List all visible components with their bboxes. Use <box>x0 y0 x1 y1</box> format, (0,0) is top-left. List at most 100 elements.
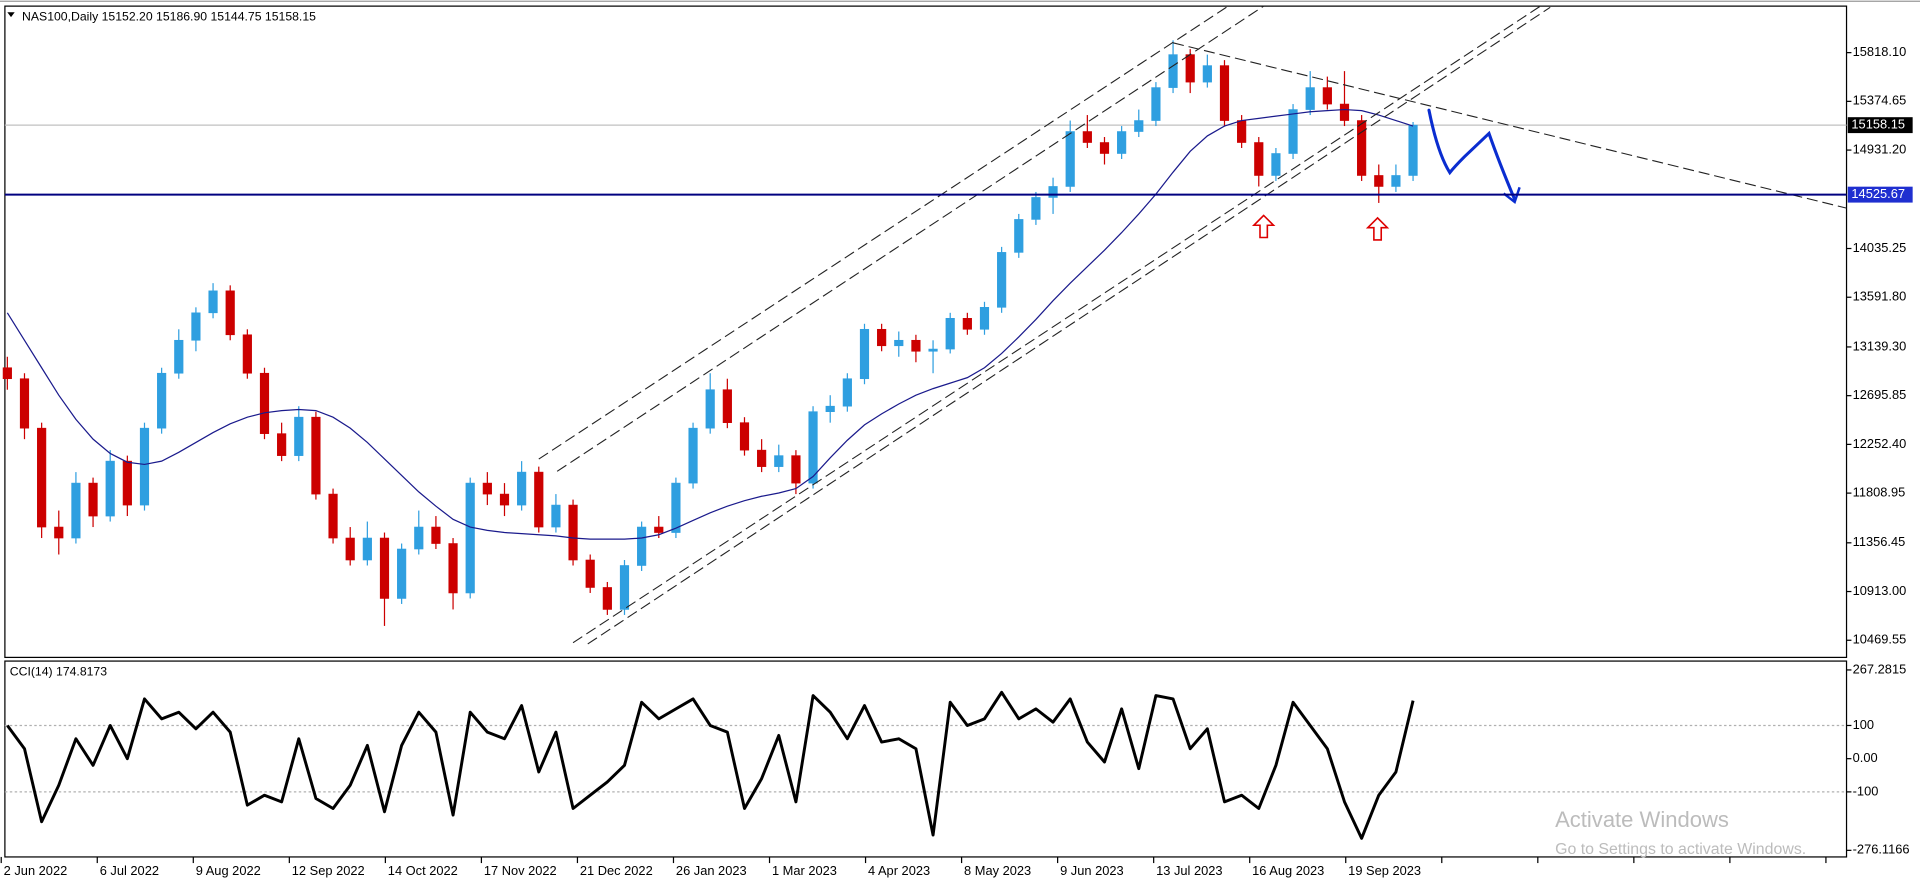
candle-body <box>259 372 270 434</box>
candle-body <box>397 548 407 599</box>
main-panel <box>4 5 1848 659</box>
channel-upper <box>556 5 1264 472</box>
candle-body <box>1099 142 1110 154</box>
candle-body <box>551 504 561 528</box>
x-tick-label: 14 Oct 2022 <box>388 863 458 878</box>
candle-body <box>825 405 835 412</box>
y-tick-label: 12252.40 <box>1853 436 1907 451</box>
watermark-title: Activate Windows <box>1555 807 1729 832</box>
candle-body <box>191 312 201 341</box>
chart-title: NAS100,Daily 15152.20 15186.90 15144.75 … <box>22 9 316 23</box>
x-tick-label: 9 Aug 2022 <box>196 863 261 878</box>
x-tick-label: 13 Jul 2023 <box>1156 863 1222 878</box>
y-tick-label: 12695.85 <box>1853 387 1907 402</box>
y-tick-label: 10469.55 <box>1853 632 1907 647</box>
candle-body <box>602 587 612 610</box>
candle-body <box>2 367 12 380</box>
candle-body <box>208 290 218 314</box>
candle-body <box>517 471 527 506</box>
x-tick-label: 1 Mar 2023 <box>772 863 837 878</box>
candle-body <box>962 317 972 330</box>
candle-body <box>71 482 81 539</box>
candle-body <box>105 460 115 517</box>
up-arrow <box>1251 214 1276 239</box>
candle-body <box>1117 131 1127 154</box>
channel-lower <box>587 6 1551 645</box>
candle-body <box>1031 197 1041 220</box>
support-label-box <box>1847 186 1913 203</box>
candle-body <box>945 317 955 350</box>
y-tick-label: 11356.45 <box>1853 534 1906 549</box>
y-tick-label: 11808.95 <box>1853 484 1906 499</box>
x-tick-label: 16 Aug 2023 <box>1252 863 1324 878</box>
candle-body <box>688 427 698 484</box>
price-label: 15158.15 <box>1851 117 1905 132</box>
candle-body <box>37 427 47 528</box>
x-tick-label: 12 Sep 2022 <box>292 863 365 878</box>
candle-body <box>139 427 150 506</box>
candle-body <box>294 416 304 456</box>
candle-body <box>1288 109 1298 154</box>
candle-body <box>911 339 921 352</box>
candle-body <box>414 526 424 550</box>
candle-body <box>1134 120 1144 132</box>
candle-body <box>242 334 252 374</box>
candle-body <box>894 339 904 347</box>
candle-body <box>311 416 321 495</box>
x-tick-label: 26 Jan 2023 <box>676 863 747 878</box>
candle-body <box>157 372 167 429</box>
candle-body <box>877 328 887 347</box>
support-label: 14525.67 <box>1851 186 1905 201</box>
candle-body <box>431 526 441 544</box>
candle-body <box>842 378 852 407</box>
y-tick-label: 15374.65 <box>1853 93 1907 108</box>
candle-body <box>1151 87 1161 121</box>
x-tick-label: 2 Jun 2022 <box>4 863 68 878</box>
candle-body <box>859 328 870 380</box>
plot-layer <box>2 40 1847 840</box>
y-tick-label: 14931.20 <box>1853 141 1907 156</box>
candle-body <box>1219 65 1230 121</box>
x-tick-label: 9 Jun 2023 <box>1060 863 1124 878</box>
candle-body <box>122 460 132 506</box>
candle-body <box>1254 142 1264 176</box>
candle-body <box>1357 120 1367 176</box>
cci-line <box>6 690 1415 840</box>
y-tick-label: 14035.25 <box>1853 240 1907 255</box>
candle-body <box>637 526 647 566</box>
candle-body <box>465 482 475 594</box>
candle-body <box>1237 120 1247 143</box>
candle-body <box>654 526 664 533</box>
candle-body <box>328 493 338 539</box>
x-tick-label: 21 Dec 2022 <box>580 863 653 878</box>
up-arrow <box>1365 216 1390 241</box>
candle-body <box>1374 175 1384 187</box>
candle-body <box>379 537 390 599</box>
candle-body <box>19 378 30 429</box>
candle-body <box>362 537 372 561</box>
channel-lower <box>572 5 1541 644</box>
cci-tick-label: -100 <box>1853 783 1879 798</box>
cci-title: CCI(14) 174.8173 <box>10 664 107 678</box>
channel-upper <box>538 5 1229 460</box>
candle-body <box>1168 54 1178 88</box>
candle-body <box>1014 219 1024 253</box>
candle-body <box>808 411 818 484</box>
candle-body <box>1408 124 1418 176</box>
candle-body <box>174 339 184 374</box>
candle-body <box>1202 65 1212 83</box>
x-tick-label: 8 May 2023 <box>964 863 1031 878</box>
candle-body <box>482 482 492 495</box>
cci-tick-label: 100 <box>1853 717 1874 732</box>
y-tick-label: 13591.80 <box>1853 289 1907 304</box>
x-tick-label: 17 Nov 2022 <box>484 863 557 878</box>
candle-body <box>619 565 630 610</box>
y-tick-label: 10913.00 <box>1853 583 1907 598</box>
candle-body <box>345 537 355 561</box>
moving-average <box>6 108 1414 540</box>
candle-body <box>997 252 1007 308</box>
trend-lines <box>538 5 1847 645</box>
candle-body <box>499 493 510 506</box>
candle-body <box>928 348 938 352</box>
